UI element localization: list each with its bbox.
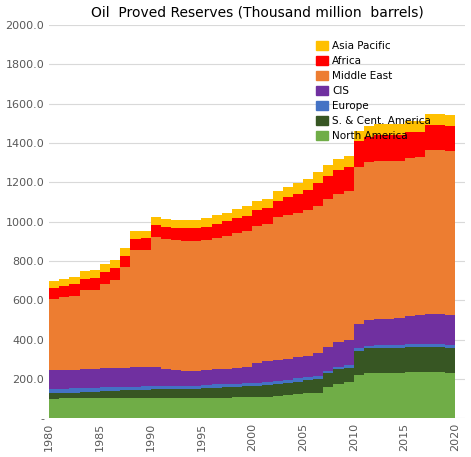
Title: Oil  Proved Reserves (Thousand million  barrels): Oil Proved Reserves (Thousand million ba… [91, 5, 424, 20]
Legend: Asia Pacific, Africa, Middle East, CIS, Europe, S. & Cent. America, North Americ: Asia Pacific, Africa, Middle East, CIS, … [312, 38, 434, 144]
